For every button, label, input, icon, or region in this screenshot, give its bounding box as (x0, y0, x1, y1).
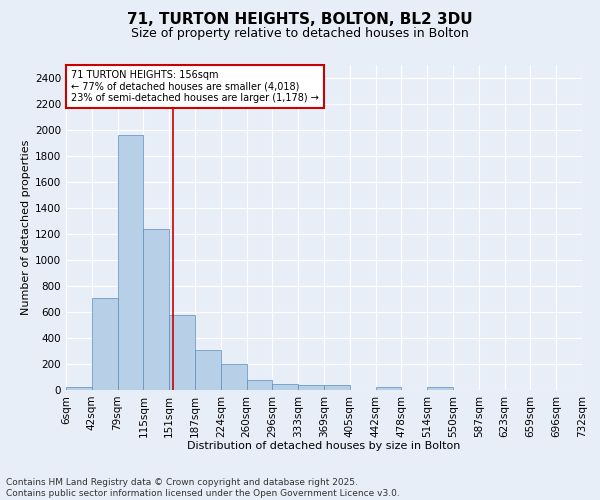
Bar (169, 316, 195, 390)
Bar (298, 386, 324, 390)
Bar (324, 386, 350, 390)
Bar (376, 387, 401, 390)
Bar (143, 229, 169, 390)
Text: 71 TURTON HEIGHTS: 156sqm
← 77% of detached houses are smaller (4,018)
23% of se: 71 TURTON HEIGHTS: 156sqm ← 77% of detac… (71, 70, 319, 103)
Bar (195, 350, 221, 390)
Text: 71, TURTON HEIGHTS, BOLTON, BL2 3DU: 71, TURTON HEIGHTS, BOLTON, BL2 3DU (127, 12, 473, 28)
Bar (118, 135, 143, 390)
Text: Contains HM Land Registry data © Crown copyright and database right 2025.
Contai: Contains HM Land Registry data © Crown c… (6, 478, 400, 498)
Bar (272, 384, 298, 390)
Bar (66, 388, 92, 390)
Text: Size of property relative to detached houses in Bolton: Size of property relative to detached ho… (131, 28, 469, 40)
Bar (221, 364, 247, 390)
Bar (247, 380, 272, 390)
Bar (92, 298, 118, 390)
X-axis label: Distribution of detached houses by size in Bolton: Distribution of detached houses by size … (187, 441, 461, 451)
Bar (427, 388, 453, 390)
Y-axis label: Number of detached properties: Number of detached properties (21, 140, 31, 315)
